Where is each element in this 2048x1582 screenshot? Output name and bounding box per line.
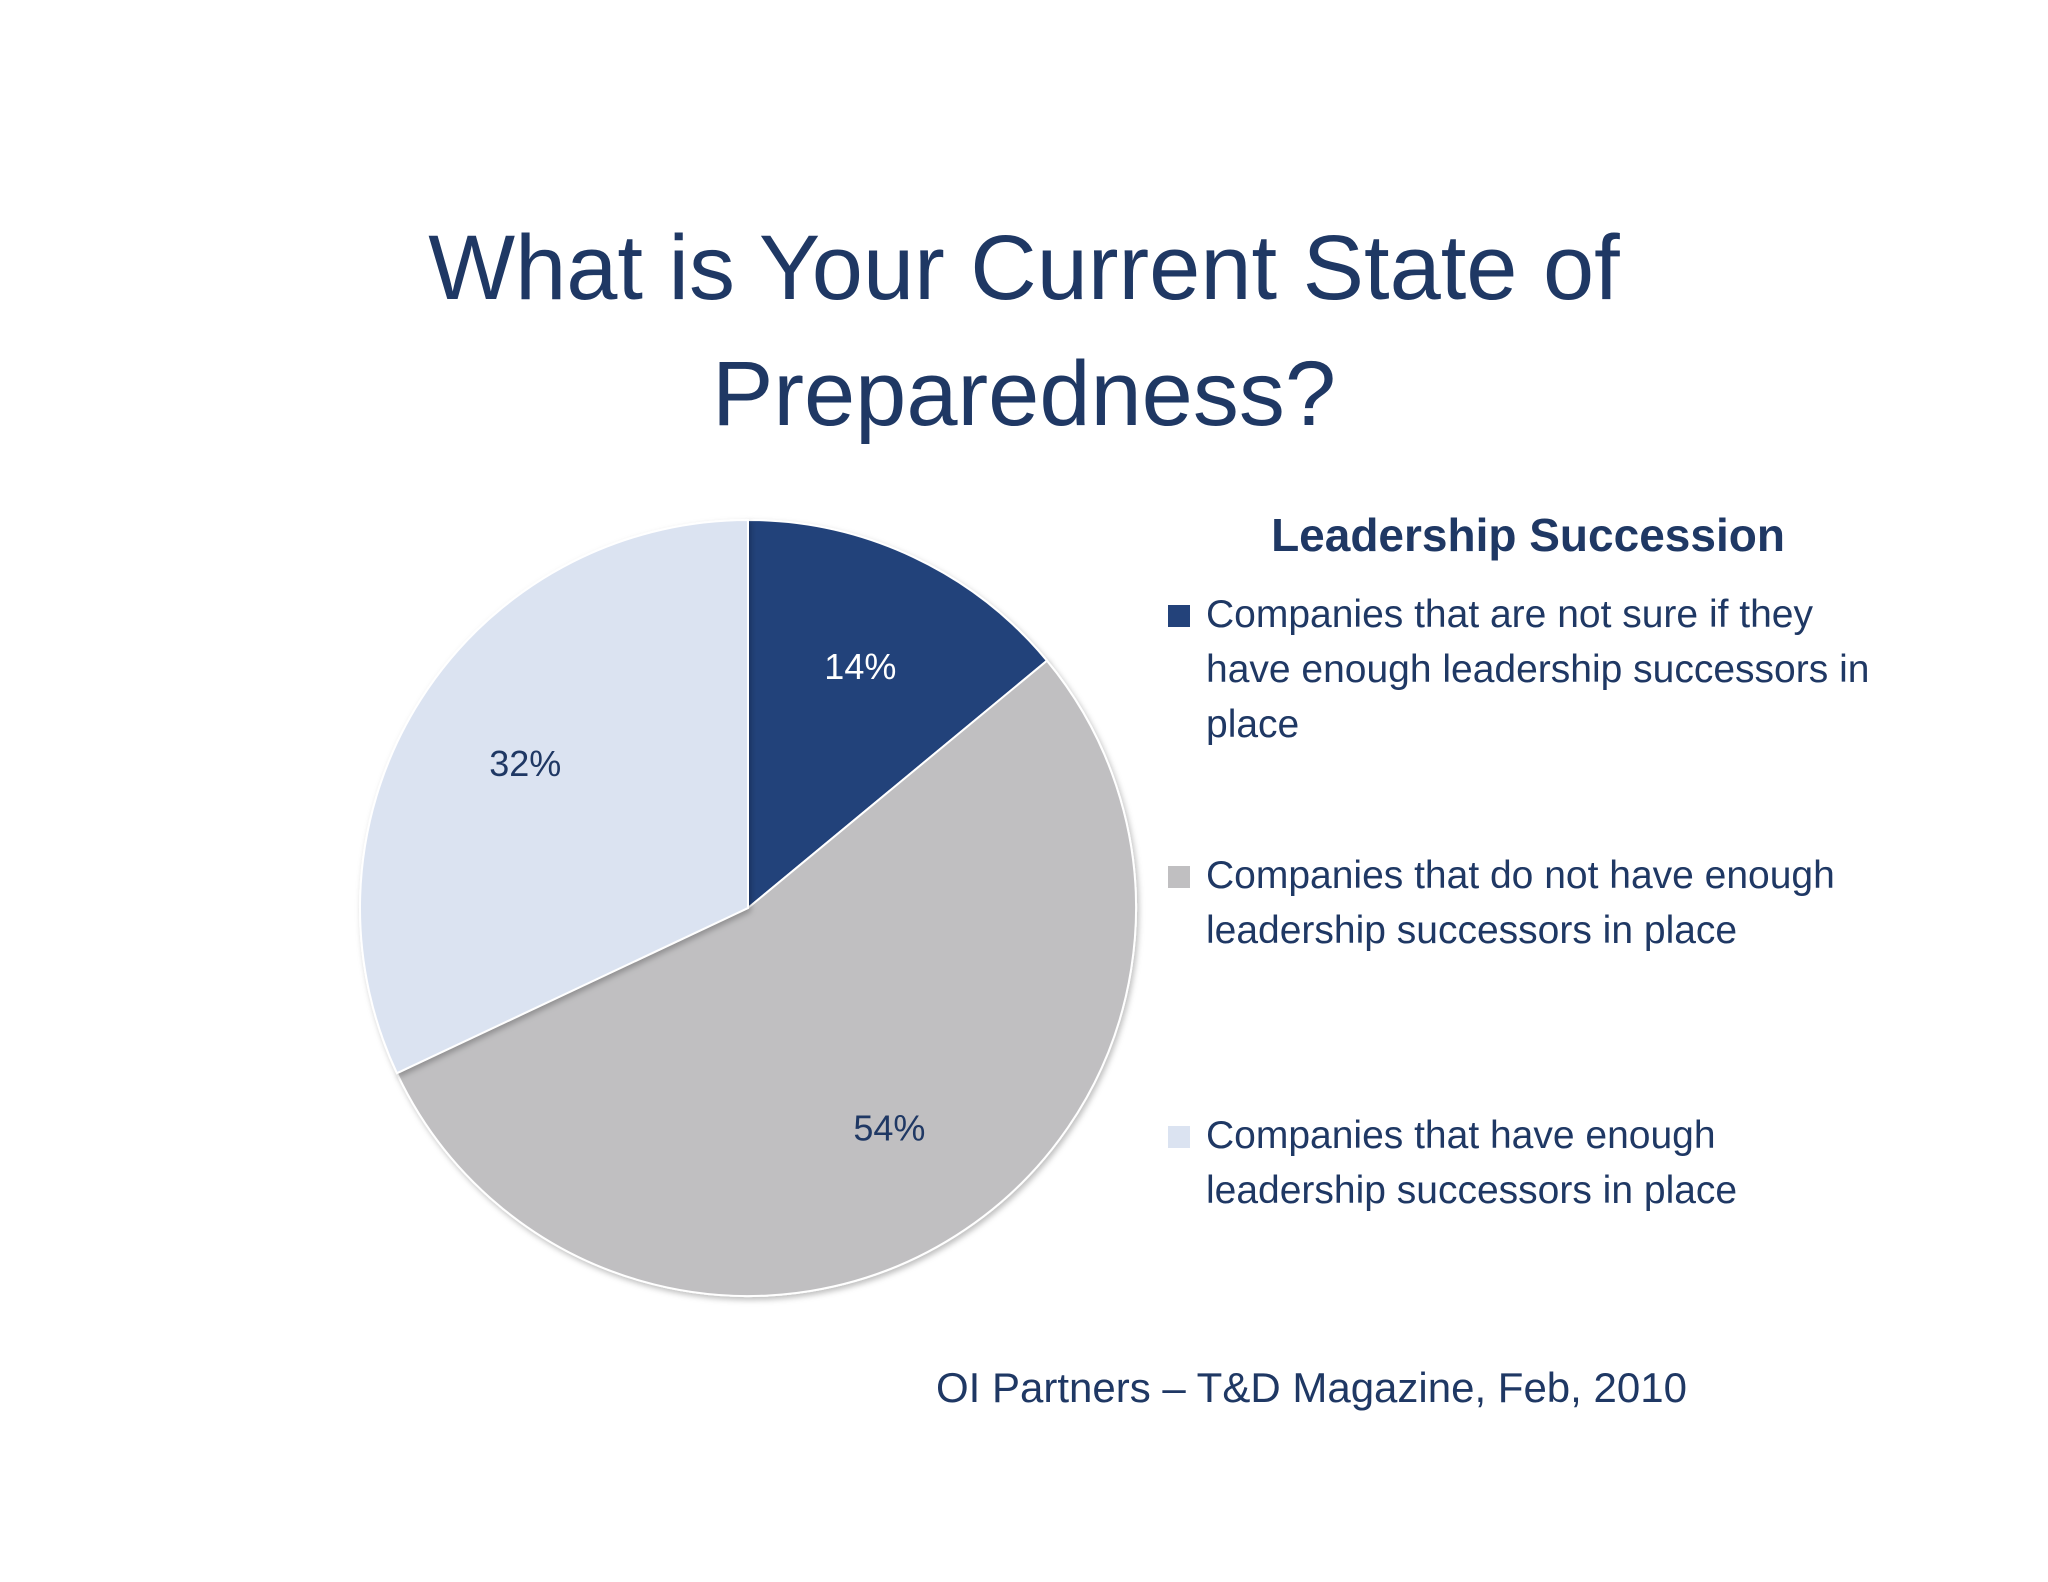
legend-item-not-sure: Companies that are not sure if they have… — [1168, 587, 1908, 752]
pie-label-enough: 32% — [489, 743, 561, 784]
legend-item-enough: Companies that have enough leadership su… — [1168, 1108, 1908, 1218]
legend-label-enough: Companies that have enough leadership su… — [1206, 1114, 1738, 1212]
legend-swatch-enough — [1168, 1126, 1190, 1148]
pie-labels: 14% 54% 32% — [489, 646, 925, 1148]
legend-label-not-sure: Companies that are not sure if they have… — [1206, 593, 1870, 746]
chart-title-line-2: Preparedness? — [712, 343, 1336, 445]
source-citation: OI Partners – T&D Magazine, Feb, 2010 — [936, 1364, 1687, 1411]
legend-swatch-not-sure — [1168, 605, 1190, 627]
pie-label-not-enough: 54% — [853, 1107, 925, 1148]
pie-label-not-sure: 14% — [824, 646, 896, 687]
legend-swatch-not-enough — [1168, 866, 1190, 888]
pie-chart: 14% 54% 32% — [359, 518, 1137, 1298]
chart-title: What is Your Current State of Preparedne… — [0, 205, 2048, 457]
pie-slice-enough — [359, 518, 749, 1075]
legend-title: Leadership Succession — [1271, 509, 1785, 561]
pie-slices — [359, 518, 1137, 1298]
legend-label-not-enough: Companies that do not have enough leader… — [1206, 854, 1835, 952]
legend-item-not-enough: Companies that do not have enough leader… — [1168, 848, 1908, 958]
legend: Leadership Succession Companies that are… — [1168, 505, 1928, 1212]
pie-slice-not-sure — [747, 518, 1049, 911]
pie-slice-not-enough — [395, 659, 1137, 1298]
chart-title-line-1: What is Your Current State of — [428, 217, 1620, 319]
